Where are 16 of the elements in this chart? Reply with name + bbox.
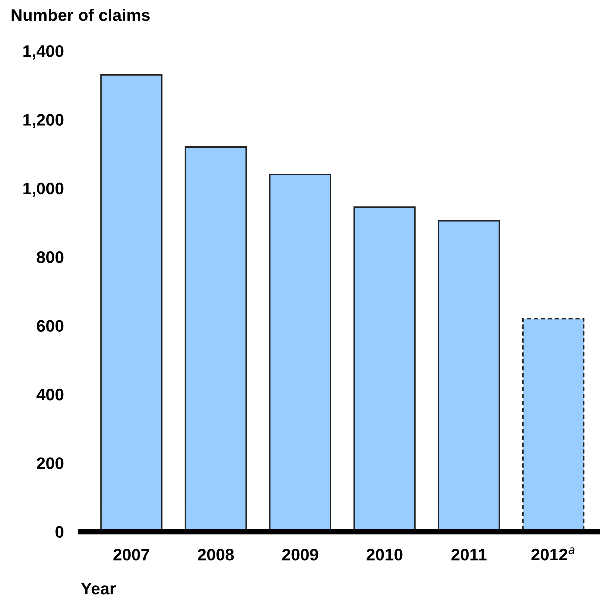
- y-tick-label: 0: [56, 526, 64, 538]
- y-tick-label: 800: [37, 252, 64, 264]
- x-tick-label: 2010: [366, 548, 403, 561]
- x-tick-label: 2011: [452, 548, 487, 561]
- y-tick-label: 200: [37, 458, 64, 470]
- y-tick-label: 600: [37, 320, 64, 332]
- y-axis-title: Number of claims: [12, 9, 150, 22]
- x-tick-label: 2009: [282, 548, 318, 561]
- x-tick-label: 2007: [114, 548, 150, 561]
- y-tick-label: 400: [36, 388, 64, 401]
- y-tick-label: 1,200: [24, 114, 64, 128]
- x-tick-label: 2012$^{a}$: [532, 548, 575, 561]
- x-axis-title: Year: [81, 583, 116, 595]
- y-tick-label: 1,400: [24, 45, 64, 60]
- y-tick-label: 1,000: [24, 182, 64, 198]
- x-tick-label: 2008: [198, 548, 234, 561]
